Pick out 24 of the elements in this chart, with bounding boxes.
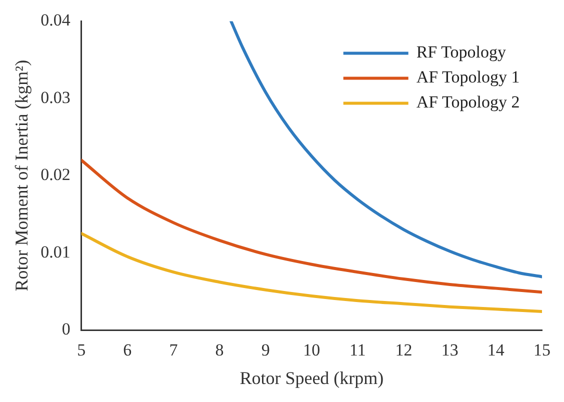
y-tick-label: 0.01 (40, 242, 70, 262)
x-tick-label: 7 (169, 340, 178, 360)
x-tick-label: 5 (77, 340, 86, 360)
y-axis-title: Rotor Moment of Inertia (kgm²) (12, 60, 32, 292)
x-axis-title: Rotor Speed (krpm) (240, 368, 384, 388)
x-tick-label: 13 (441, 340, 458, 360)
y-tick-label: 0.03 (40, 88, 70, 107)
x-tick-label: 6 (123, 340, 132, 360)
legend-label: RF Topology (416, 42, 507, 62)
x-tick-label: 14 (487, 340, 505, 360)
y-tick-label: 0.02 (40, 165, 70, 184)
line-series (81, 158, 542, 294)
y-tick-label: 0 (62, 319, 70, 338)
x-tick-label: 9 (261, 340, 270, 360)
x-tick-label: 15 (534, 340, 550, 360)
y-tick-label: 0.04 (40, 10, 71, 30)
x-tick-label: 8 (215, 340, 224, 360)
legend-label: AF Topology 1 (416, 68, 520, 87)
line-series (230, 21, 542, 278)
x-tick-label: 12 (395, 340, 412, 360)
line-series (81, 232, 542, 313)
legend-label: AF Topology 2 (416, 92, 520, 112)
x-tick-label: 10 (303, 340, 320, 360)
x-tick-label: 11 (350, 340, 366, 360)
